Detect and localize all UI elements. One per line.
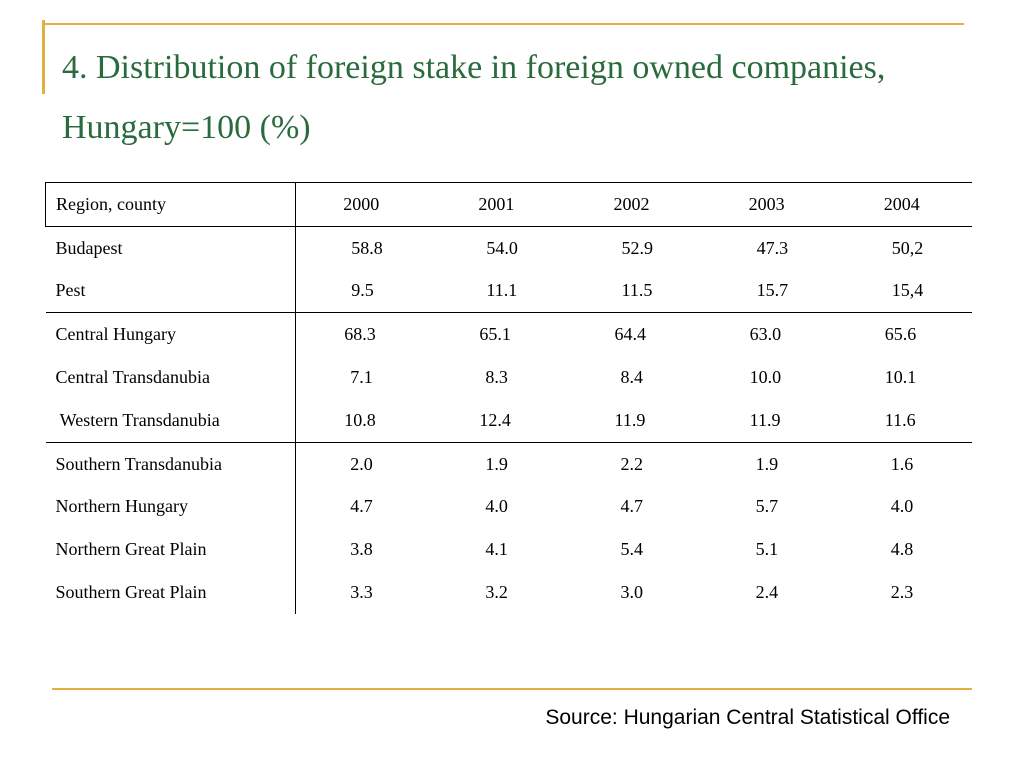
table-cell: 63.0 [701,312,837,357]
table-cell: 9.5 [351,280,374,301]
table-cell: 3.2 [485,582,508,603]
table-cell: 4.1 [485,539,508,560]
table-cell: 58.8 [351,237,383,258]
table-cell: 65.1 [431,312,567,357]
data-table: Region, county 2000 2001 2002 2003 2004 … [44,182,973,614]
table-cell: 1.9 [431,441,567,486]
table-cell: 52.9 [621,237,654,258]
row-label: Central Hungary [45,312,297,357]
table-cell: 11.6 [884,409,916,430]
header-cell-2001: 2001 [431,182,567,227]
source-note: Source: Hungarian Central Statistical Of… [545,706,950,729]
table-cell: 5.7 [755,496,779,517]
table-cell: 15.7 [756,280,789,301]
table-cell: 12.4 [479,409,511,430]
header-cell-2000: 2000 [295,182,432,227]
table-cell: 10.0 [749,367,782,388]
table-row: Southern Transdanubia 2.0 1.9 2.2 1.9 1.… [45,441,972,486]
table-cell: 10.1 [884,367,917,388]
header-cell-2003: 2003 [701,182,837,227]
table-cell: 15,4 [891,280,924,301]
table-cell: 8.4 [620,367,644,388]
table-row: Budapest 58.8 54.0 52.9 47.3 50,2 [45,226,973,270]
table-cell: 68.3 [295,312,432,357]
table-cell: 3.3 [350,582,373,603]
header-cell-region: Region, county [44,182,297,227]
table-cell: 11.5 [621,280,653,301]
table-cell: 4.7 [620,496,644,517]
table-cell: 5.4 [620,539,644,560]
accent-top-line [42,23,964,25]
table-cell: 4.0 [485,496,508,517]
row-label: Budapest [45,226,297,270]
table-cell: 11.9 [614,409,646,430]
header-cell-2004: 2004 [836,182,972,227]
table-cell: 10.8 [344,409,376,430]
header-cell-2002: 2002 [566,182,702,227]
table-row: Central Transdanubia 7.1 8.3 8.4 10.0 10… [45,356,973,399]
row-label: Pest [45,269,297,313]
table-cell: 11.1 [486,280,518,301]
page-title: 4. Distribution of foreign stake in fore… [62,49,886,146]
accent-bottom-line [52,688,972,690]
table-cell: 5.1 [755,539,779,560]
table-row: Pest 9.5 11.1 11.5 15.7 15,4 [45,269,973,313]
table-cell: 8.3 [485,367,508,388]
table-row: Northern Great Plain 3.8 4.1 5.4 5.1 4.8 [45,528,973,572]
table-cell: 50,2 [891,237,924,258]
table-cell: 2.3 [890,582,914,603]
row-label: Northern Great Plain [45,528,297,572]
table-cell: 1.6 [836,441,972,486]
table-cell: 65.6 [836,312,972,357]
table-row: Central Hungary 68.3 65.1 64.4 63.0 65.6 [45,312,972,357]
table-cell: 11.9 [749,409,781,430]
row-label: Northern Hungary [45,485,297,529]
table-cell: 47.3 [756,237,789,258]
row-label: Southern Great Plain [45,571,297,614]
table-cell: 3.0 [620,582,644,603]
row-label: Western Transdanubia [45,398,297,443]
table-cell: 1.9 [701,441,837,486]
table-cell: 2.2 [566,441,702,486]
table-cell: 7.1 [350,367,373,388]
table-cell: 3.8 [350,539,373,560]
table-cell: 64.4 [566,312,702,357]
table-header-row: Region, county 2000 2001 2002 2003 2004 [44,182,972,227]
table-cell: 4.0 [890,496,914,517]
table-cell: 54.0 [486,237,518,258]
table-cell: 2.0 [295,441,432,486]
row-label: Southern Transdanubia [45,441,297,486]
table-cell: 4.7 [350,496,373,517]
table-row: Northern Hungary 4.7 4.0 4.7 5.7 4.0 [45,485,973,529]
accent-vertical-line [42,20,45,94]
table-cell: 2.4 [755,582,779,603]
table-cell: 4.8 [890,539,914,560]
table-row: Southern Great Plain 3.3 3.2 3.0 2.4 2.3 [45,571,973,614]
table-row: Western Transdanubia 10.8 12.4 11.9 11.9… [45,398,973,443]
row-label: Central Transdanubia [45,356,297,399]
